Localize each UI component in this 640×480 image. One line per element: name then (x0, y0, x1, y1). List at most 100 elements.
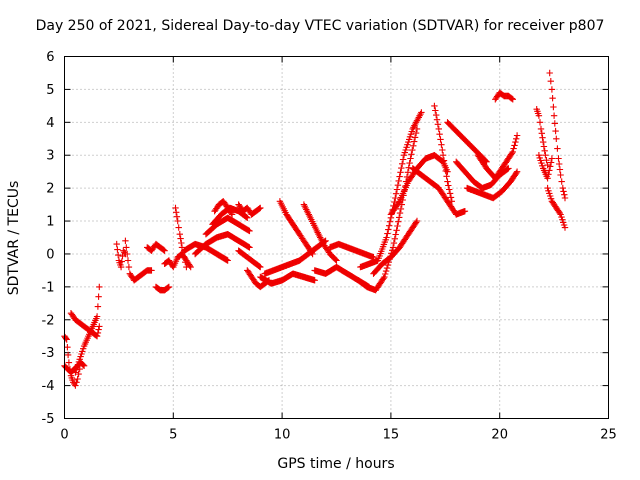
y-tick-label: 3 (46, 149, 54, 164)
series-arc-35 (492, 89, 516, 103)
series-arc-16 (235, 201, 264, 218)
data-point (397, 205, 405, 213)
data-point (94, 303, 102, 310)
data-point (165, 283, 173, 291)
data-point (413, 217, 421, 225)
data-point (395, 218, 402, 225)
data-point (95, 293, 102, 300)
data-point (311, 277, 318, 284)
data-point (560, 188, 567, 195)
data-point (396, 214, 403, 221)
data-point (538, 130, 545, 137)
data-point (383, 264, 391, 272)
data-point (405, 164, 412, 171)
data-point (386, 222, 393, 229)
data-point (160, 246, 167, 254)
y-axis-label: SDTVAR / TECUs (6, 180, 22, 296)
data-point (124, 250, 131, 258)
data-point (434, 121, 442, 128)
y-tick-label: 5 (46, 83, 54, 98)
series-arc-04 (67, 310, 103, 340)
data-point (394, 222, 401, 230)
data-point (399, 156, 407, 163)
data-point (540, 138, 547, 146)
data-point (381, 273, 388, 281)
data-point (73, 379, 80, 386)
data-point (257, 204, 264, 212)
x-tick-label: 15 (383, 428, 400, 443)
data-point (561, 224, 569, 231)
data-point (437, 136, 444, 143)
series-arc-28 (387, 152, 451, 218)
data-point (256, 205, 263, 212)
series-arc-08 (152, 283, 173, 294)
data-point (438, 141, 445, 148)
data-point (393, 227, 400, 234)
data-point (161, 247, 168, 254)
data-point (418, 109, 425, 116)
y-tick-labels: -5 -4 -3 -2 -1 0 1 2 3 4 5 6 (42, 50, 55, 427)
data-point (440, 157, 448, 164)
data-point (411, 134, 419, 141)
series-arc-25 (355, 125, 421, 294)
data-point (405, 138, 412, 146)
series-arc-22 (300, 201, 340, 264)
series-arc-36 (533, 106, 551, 169)
data-point (548, 86, 556, 93)
data-point (404, 169, 412, 176)
data-point (122, 237, 129, 244)
data-point (544, 175, 551, 182)
data-point (561, 194, 569, 202)
data-point (64, 344, 71, 351)
y-tick-label: -1 (42, 280, 55, 295)
data-point (257, 263, 264, 271)
data-point (73, 364, 81, 371)
chart-title: Day 250 of 2021, Sidereal Day-to-day VTE… (35, 18, 605, 34)
x-tick-label: 20 (491, 428, 508, 443)
series-arc-30 (431, 102, 455, 205)
data-point (72, 382, 79, 389)
plot-frame (64, 56, 609, 419)
data-point (439, 152, 447, 159)
data-point (392, 190, 400, 197)
series-arc-19 (257, 270, 318, 287)
data-point (553, 135, 560, 142)
data-point (96, 283, 103, 291)
series-arc-29 (409, 165, 469, 218)
data-point (224, 257, 231, 264)
data-point (173, 209, 180, 216)
data-point (176, 231, 183, 238)
data-point (439, 146, 446, 154)
data-point (547, 192, 554, 200)
data-point (546, 69, 553, 77)
data-point (536, 119, 544, 126)
data-point (114, 246, 121, 253)
data-point (397, 169, 404, 176)
series-arc-24 (326, 240, 377, 261)
data-point (178, 239, 185, 247)
data-point (556, 160, 563, 168)
data-point (445, 182, 452, 189)
data-point (412, 129, 420, 137)
data-point (62, 335, 70, 342)
data-point (559, 216, 566, 223)
data-point (383, 234, 390, 241)
data-point (94, 329, 102, 337)
data-point (95, 326, 102, 333)
data-point (461, 208, 469, 215)
data-point (446, 186, 453, 193)
data-point (508, 95, 516, 102)
series-arc-18 (235, 247, 264, 271)
data-point (332, 256, 339, 263)
data-point (510, 145, 517, 152)
y-tick-label: -2 (42, 313, 55, 328)
data-point (537, 125, 545, 133)
data-point (549, 95, 556, 102)
x-axis-label: GPS time / hours (277, 456, 395, 472)
data-point (505, 165, 512, 172)
data-point (504, 165, 511, 173)
data-point (172, 204, 179, 212)
data-point (544, 184, 551, 192)
data-series (61, 69, 569, 389)
data-point (396, 173, 403, 180)
